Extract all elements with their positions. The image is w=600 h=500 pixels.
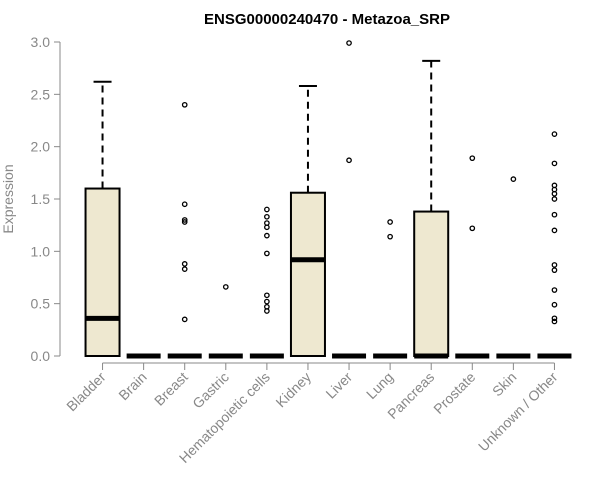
- boxes-layer: [84, 40, 572, 359]
- outlier-point: [551, 131, 558, 137]
- outlier-point: [551, 287, 558, 293]
- outlier-point: [264, 206, 270, 213]
- x-tick-label: Prostate: [430, 369, 478, 417]
- outlier-point: [181, 217, 188, 223]
- box-group: [84, 80, 121, 357]
- box-group: [373, 219, 408, 359]
- box-group: [249, 206, 284, 359]
- outlier-point: [222, 284, 229, 290]
- y-tick-label: 2.5: [31, 86, 51, 102]
- outlier-point: [181, 261, 188, 267]
- outlier-point: [264, 298, 270, 305]
- outlier-point: [181, 101, 188, 108]
- outlier-point: [264, 292, 270, 299]
- y-tick-label: 3.0: [31, 34, 51, 50]
- y-tick-label: 2.0: [31, 139, 51, 155]
- box-body: [289, 191, 326, 357]
- box-group: [537, 131, 572, 359]
- y-axis-label: Expression: [0, 164, 16, 233]
- x-tick-label: Breast: [151, 369, 191, 409]
- outlier-point: [181, 266, 188, 272]
- outlier-point: [551, 267, 558, 274]
- outlier-point: [387, 233, 393, 240]
- outlier-point: [551, 262, 558, 268]
- outlier-point: [181, 316, 188, 323]
- outlier-point: [469, 225, 476, 232]
- y-tick-label: 1.5: [31, 191, 51, 207]
- x-tick-label: Bladder: [63, 369, 109, 415]
- outlier-point: [551, 190, 558, 197]
- outlier-point: [551, 196, 558, 202]
- outlier-point: [551, 318, 558, 325]
- outlier-point: [387, 219, 393, 225]
- y-axis: 0.0 0.5 1.0 1.5 2.0 2.5 3.0: [31, 34, 61, 364]
- box-body: [84, 187, 121, 357]
- x-tick-label: Skin: [489, 369, 520, 400]
- outlier-point: [469, 155, 476, 162]
- outlier-point: [551, 227, 558, 234]
- x-tick-label: Kidney: [272, 369, 314, 411]
- outlier-point: [181, 219, 188, 225]
- y-tick-label: 0.0: [31, 348, 51, 364]
- outlier-point: [264, 250, 270, 257]
- y-tick-label: 0.5: [31, 296, 51, 312]
- outlier-point: [264, 224, 270, 231]
- outlier-point: [346, 40, 352, 46]
- chart-title: ENSG00000240470 - Metazoa_SRP: [204, 11, 450, 28]
- outlier-point: [551, 211, 558, 218]
- y-tick-label: 1.0: [31, 243, 51, 259]
- outlier-point: [264, 232, 270, 239]
- outlier-point: [551, 315, 558, 322]
- box-group: [455, 155, 490, 359]
- x-tick-label: Brain: [115, 369, 149, 403]
- box-group: [332, 40, 367, 359]
- outlier-point: [510, 176, 517, 182]
- box-group: [167, 101, 202, 359]
- box-group: [289, 84, 326, 357]
- x-tick-label: Liver: [322, 369, 355, 402]
- outlier-point: [551, 301, 558, 308]
- outlier-point: [181, 201, 188, 208]
- outlier-point: [264, 213, 270, 220]
- outlier-point: [264, 308, 270, 314]
- x-tick-label: Lung: [363, 369, 396, 402]
- outlier-point: [346, 157, 352, 164]
- box-group: [413, 59, 450, 359]
- box-body: [413, 210, 450, 357]
- outlier-point: [551, 160, 558, 167]
- box-group: [496, 176, 531, 359]
- box-group: [208, 284, 243, 359]
